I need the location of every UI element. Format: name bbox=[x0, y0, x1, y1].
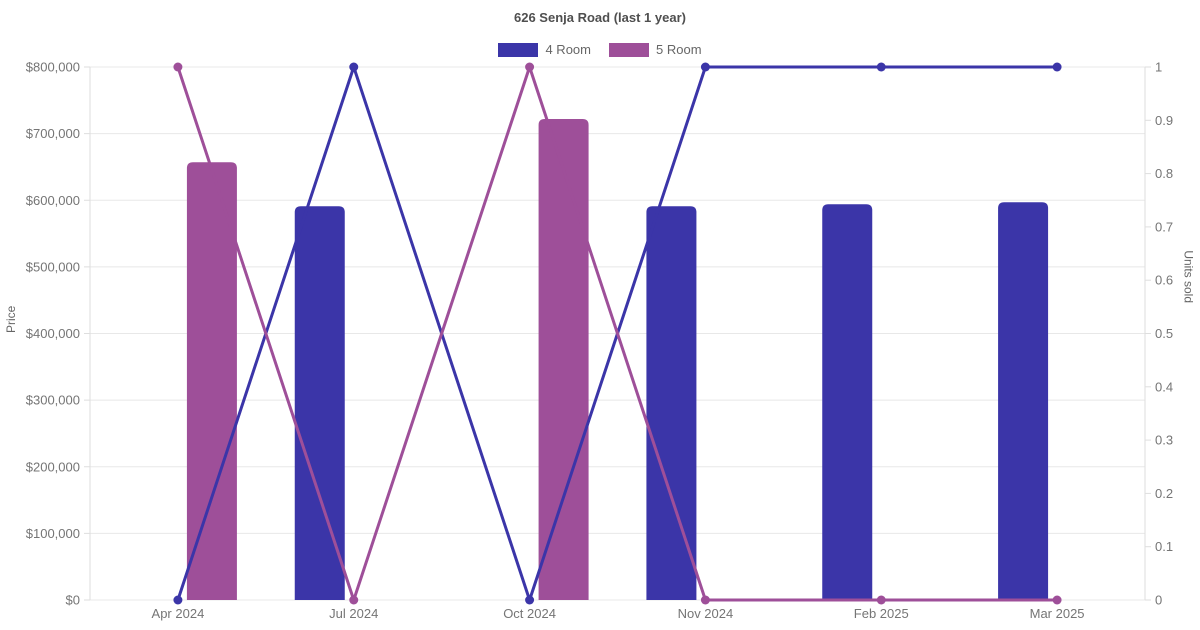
bar-4-room-feb-2025[interactable] bbox=[822, 204, 873, 600]
y-left-tick-label: $100,000 bbox=[26, 526, 80, 541]
y-left-tick-label: $200,000 bbox=[26, 459, 80, 474]
point-4-room-oct-2024[interactable] bbox=[525, 595, 535, 605]
bar-4-room-jul-2024[interactable] bbox=[294, 206, 345, 600]
bar-4-room-mar-2025[interactable] bbox=[998, 202, 1049, 600]
point-4-room-feb-2025[interactable] bbox=[876, 62, 886, 72]
y-left-tick-label: $300,000 bbox=[26, 393, 80, 408]
bar-4-room-nov-2024[interactable] bbox=[646, 206, 697, 600]
legend-label-5-room: 5 Room bbox=[656, 42, 702, 57]
x-tick-label-jul-2024: Jul 2024 bbox=[329, 606, 378, 621]
y-right-tick-label: 0.3 bbox=[1155, 433, 1173, 448]
point-4-room-apr-2024[interactable] bbox=[173, 595, 183, 605]
y-right-tick-label: 0.5 bbox=[1155, 326, 1173, 341]
y-right-tick-label: 0.4 bbox=[1155, 379, 1173, 394]
x-tick-label-mar-2025: Mar 2025 bbox=[1030, 606, 1085, 621]
point-4-room-jul-2024[interactable] bbox=[349, 62, 359, 72]
point-5-room-apr-2024[interactable] bbox=[173, 62, 183, 72]
bar-5-room-apr-2024[interactable] bbox=[186, 162, 237, 600]
y-right-tick-label: 0.1 bbox=[1155, 539, 1173, 554]
point-5-room-mar-2025[interactable] bbox=[1052, 595, 1062, 605]
y-right-tick-label: 0.7 bbox=[1155, 219, 1173, 234]
legend-label-4-room: 4 Room bbox=[545, 42, 591, 57]
point-5-room-feb-2025[interactable] bbox=[876, 595, 886, 605]
y-left-tick-label: $500,000 bbox=[26, 259, 80, 274]
line-5-room bbox=[176, 65, 1059, 602]
x-tick-label-oct-2024: Oct 2024 bbox=[503, 606, 556, 621]
legend-swatch-4-room bbox=[498, 42, 539, 57]
y-right-tick-label: 0.6 bbox=[1155, 273, 1173, 288]
y-left-tick-label: $0 bbox=[66, 593, 80, 608]
point-5-room-jul-2024[interactable] bbox=[349, 595, 359, 605]
bar-5-room-oct-2024[interactable] bbox=[538, 118, 589, 600]
y-left-tick-label: $700,000 bbox=[26, 126, 80, 141]
x-tick-label-feb-2025: Feb 2025 bbox=[854, 606, 909, 621]
y-right-tick-label: 0 bbox=[1155, 593, 1162, 608]
legend-item-5-room[interactable]: 5 Room bbox=[609, 42, 702, 57]
y-right-tick-label: 0.8 bbox=[1155, 166, 1173, 181]
y-left-tick-label: $400,000 bbox=[26, 326, 80, 341]
chart-title: 626 Senja Road (last 1 year) bbox=[514, 10, 686, 25]
y-left-tick-label: $600,000 bbox=[26, 193, 80, 208]
point-5-room-oct-2024[interactable] bbox=[525, 62, 535, 72]
legend-swatch-5-room bbox=[609, 42, 649, 57]
x-tick-label-nov-2024: Nov 2024 bbox=[678, 606, 734, 621]
y-right-tick-label: 0.2 bbox=[1155, 486, 1173, 501]
legend-item-4-room[interactable]: 4 Room bbox=[498, 42, 591, 57]
point-5-room-nov-2024[interactable] bbox=[700, 595, 710, 605]
point-4-room-mar-2025[interactable] bbox=[1052, 62, 1062, 72]
chart-legend: 4 Room 5 Room bbox=[0, 42, 1200, 57]
y-right-tick-label: 0.9 bbox=[1155, 113, 1173, 128]
x-tick-label-apr-2024: Apr 2024 bbox=[152, 606, 205, 621]
y-right-tick-label: 1 bbox=[1155, 60, 1162, 75]
y-left-tick-label: $800,000 bbox=[26, 60, 80, 75]
point-4-room-nov-2024[interactable] bbox=[700, 62, 710, 72]
